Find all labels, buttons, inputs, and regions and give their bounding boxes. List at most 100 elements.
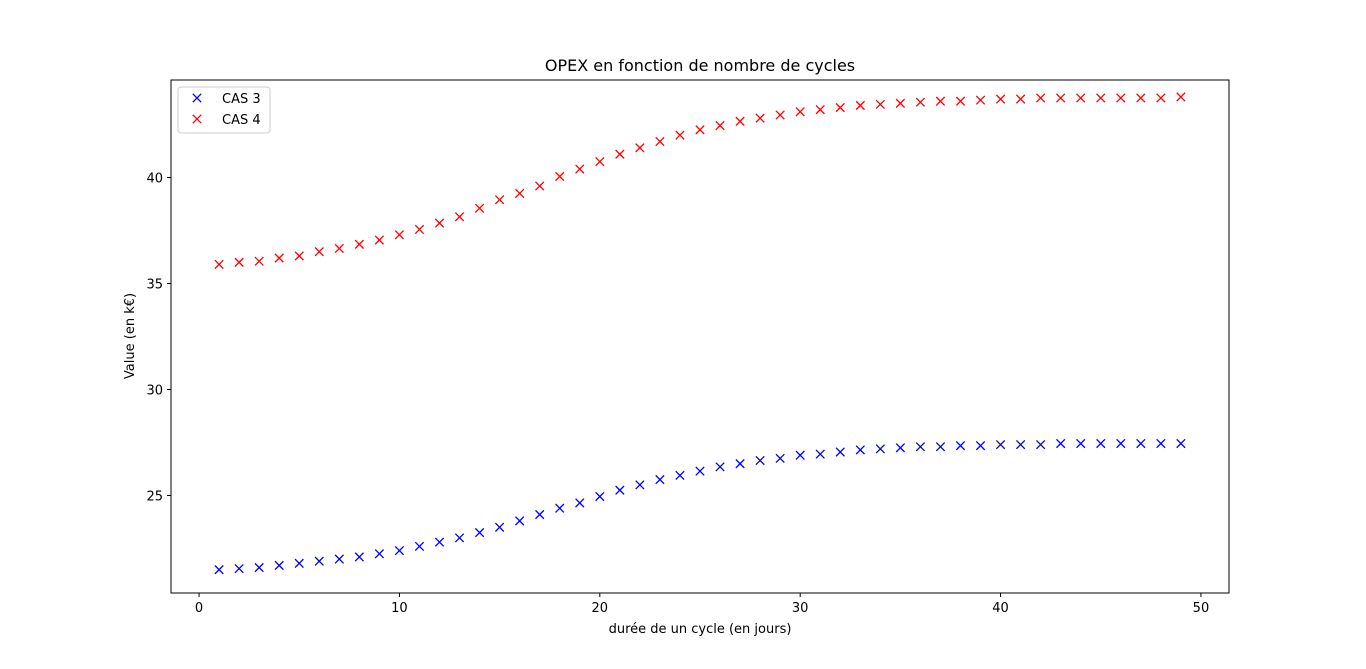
data-point [1136,93,1146,103]
data-point [775,453,785,464]
data-point [474,527,485,538]
data-point [895,443,906,453]
data-point [535,181,545,191]
data-point [1056,438,1066,449]
data-point [394,230,405,240]
data-point [595,491,605,502]
series-1-markers [214,438,1186,575]
data-point [975,441,986,451]
data-point [995,94,1006,104]
data-point [434,537,445,547]
y-tick-label: 40 [146,172,163,187]
data-point [1156,438,1166,449]
data-point [1176,92,1186,102]
legend-marker [192,114,202,124]
data-point [795,107,805,117]
data-point [715,120,725,131]
data-point [575,164,585,174]
data-point [615,149,625,159]
data-point [915,442,926,452]
data-point [935,442,946,452]
data-point [855,445,865,455]
data-point [514,188,525,199]
data-point [615,485,625,495]
y-tick-label: 25 [146,489,163,504]
data-point [1116,438,1126,449]
data-point [795,450,805,460]
data-point [1056,93,1066,103]
data-point [835,102,845,113]
data-point [1035,439,1046,450]
data-point [1176,438,1186,449]
data-point [294,558,304,568]
legend: CAS 3 CAS 4 [177,86,271,134]
x-axis: 0 10 20 30 40 50 [195,593,1209,616]
data-point [234,257,244,267]
data-point [555,503,565,513]
data-point [835,447,845,457]
data-point [775,110,785,120]
data-point [454,212,465,222]
data-point [254,256,264,266]
x-tick-label: 50 [1193,601,1210,616]
data-point [915,97,926,107]
legend-marker [192,93,202,103]
data-point [1096,438,1106,449]
data-point [494,522,505,532]
legend-label: CAS 3 [222,92,261,107]
data-point [314,247,324,257]
x-tick-label: 30 [792,601,809,616]
data-point [234,563,244,574]
data-point [414,224,425,235]
x-tick-label: 40 [992,601,1009,616]
data-point [494,195,505,205]
data-point [735,116,745,126]
data-point [1035,93,1046,103]
data-point [1096,93,1106,103]
data-point [595,156,605,167]
data-point [394,545,405,556]
y-tick-label: 35 [146,278,163,293]
y-axis: 25 30 35 40 [146,172,171,504]
data-point [1156,93,1166,103]
legend-label: CAS 4 [222,113,261,128]
x-axis-label: durée de un cycle (en jours) [609,622,792,637]
data-point [214,259,224,270]
data-point [334,554,344,564]
data-point [675,470,685,481]
data-point [274,560,284,571]
data-point [755,113,765,123]
data-point [314,556,324,566]
data-point [1076,93,1086,103]
data-point [1136,438,1146,449]
data-point [1076,438,1086,449]
data-point [1015,94,1026,104]
x-tick-label: 0 [195,601,203,616]
data-point [214,565,224,575]
data-point [875,99,886,110]
data-point [875,444,886,454]
data-point [514,516,525,526]
data-point [474,203,485,213]
data-point [555,171,565,182]
data-point [1116,93,1126,103]
y-axis-label: Value (en k€) [123,293,138,379]
data-point [414,541,425,552]
data-point [655,474,665,485]
series-2-markers [214,92,1186,270]
data-point [374,235,385,245]
data-point [935,96,946,106]
data-point [715,462,725,472]
data-point [755,455,765,466]
data-point [655,136,665,147]
data-point [635,480,645,490]
data-point [334,243,344,254]
data-point [995,439,1006,450]
data-point [274,253,284,263]
y-tick-label: 30 [146,383,163,398]
data-point [374,549,385,559]
data-point [735,459,745,469]
data-markers [214,92,1186,575]
data-point [815,449,825,459]
